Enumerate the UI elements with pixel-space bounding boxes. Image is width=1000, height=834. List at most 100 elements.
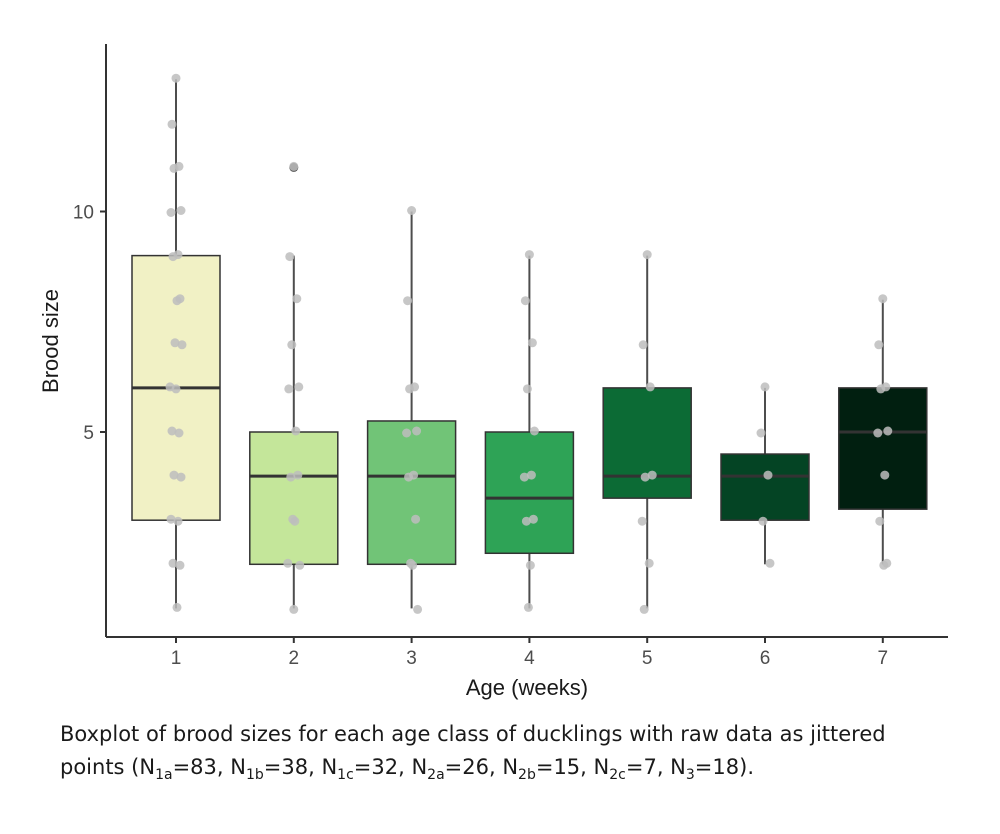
jittered-point xyxy=(166,514,176,524)
sample-size-subscript: 1a xyxy=(155,767,173,784)
jittered-point xyxy=(283,558,293,568)
jittered-point xyxy=(527,338,537,348)
jittered-point xyxy=(168,558,178,568)
sample-size-value: =26 xyxy=(444,755,489,779)
box-iqr xyxy=(720,453,810,521)
sample-size-subscript: 1b xyxy=(245,767,264,784)
sample-size-value: =7 xyxy=(625,755,657,779)
sample-size-value: =32 xyxy=(353,755,399,779)
jittered-point xyxy=(642,250,652,260)
box-group-7 xyxy=(838,299,928,565)
figure-caption: Boxplot of brood sizes for each age clas… xyxy=(60,718,960,792)
box-group-4 xyxy=(484,255,575,609)
jittered-point xyxy=(177,340,187,350)
jittered-point xyxy=(287,340,297,350)
box-iqr xyxy=(484,431,575,555)
jittered-point xyxy=(405,384,415,394)
jittered-point xyxy=(874,340,884,350)
jittered-point xyxy=(169,470,179,480)
x-tick-label: 7 xyxy=(878,648,889,669)
x-tick-label: 3 xyxy=(406,648,417,669)
jittered-point xyxy=(286,472,296,482)
jittered-point xyxy=(875,516,885,526)
jittered-point xyxy=(289,604,299,614)
boxplot-chart: 5 10 1 2 3 4 5 6 7 Age (weeks) Brood size xyxy=(38,44,948,700)
jittered-point xyxy=(295,560,305,570)
x-tick-label: 2 xyxy=(289,648,300,669)
jittered-point xyxy=(525,560,535,570)
jittered-point xyxy=(526,470,536,480)
jittered-point xyxy=(637,516,647,526)
boxes-layer xyxy=(131,79,928,609)
jittered-point xyxy=(763,470,773,480)
jittered-point xyxy=(878,294,888,304)
sample-size-value: =15 xyxy=(535,755,581,779)
sample-size-subscript: 3 xyxy=(685,767,695,784)
jittered-point xyxy=(644,558,654,568)
jittered-point xyxy=(167,426,177,436)
jittered-point xyxy=(173,516,183,526)
jittered-point xyxy=(174,428,184,438)
sample-size-value: =38 xyxy=(263,755,309,779)
sample-size-subscript: 2a xyxy=(427,767,445,784)
jittered-point xyxy=(406,558,416,568)
jittered-point xyxy=(171,384,181,394)
caption-suffix: ). xyxy=(739,755,754,779)
jittered-point xyxy=(876,384,886,394)
box-iqr xyxy=(602,387,692,499)
box-group-5 xyxy=(602,255,692,609)
y-tick-label: 10 xyxy=(73,203,94,224)
jittered-point xyxy=(756,428,766,438)
x-axis-title: Age (weeks) xyxy=(466,675,588,700)
jittered-point xyxy=(523,602,533,612)
x-tick-label: 4 xyxy=(524,648,535,669)
jittered-point xyxy=(640,472,650,482)
jittered-point xyxy=(758,516,768,526)
jittered-point xyxy=(176,472,186,482)
jittered-point xyxy=(639,604,649,614)
jittered-point xyxy=(407,206,417,215)
jittered-point xyxy=(293,470,303,480)
jittered-point xyxy=(172,296,182,306)
jittered-point xyxy=(294,382,304,392)
sample-size-value: =83 xyxy=(172,755,217,779)
jittered-point xyxy=(284,384,294,394)
jittered-point xyxy=(167,119,177,129)
caption-separator: , N xyxy=(398,755,428,779)
jittered-point xyxy=(411,514,421,524)
jittered-point xyxy=(285,252,295,262)
jittered-point xyxy=(403,296,413,306)
jittered-point xyxy=(873,428,883,438)
jittered-point xyxy=(760,382,770,392)
jittered-point xyxy=(413,604,423,614)
jittered-point xyxy=(176,206,186,215)
caption-separator: , N xyxy=(488,755,519,779)
jittered-points-layer xyxy=(165,73,893,614)
box-group-3 xyxy=(366,211,457,609)
jittered-point xyxy=(170,338,180,348)
jittered-point xyxy=(879,560,889,570)
jittered-point xyxy=(645,382,655,392)
jittered-point xyxy=(288,514,298,524)
jittered-point xyxy=(168,252,178,262)
caption-separator: , N xyxy=(580,755,610,779)
jittered-point xyxy=(521,516,531,526)
caption-line-1: Boxplot of brood sizes for each age clas… xyxy=(60,722,886,746)
box-iqr xyxy=(838,387,928,510)
jittered-point xyxy=(638,340,648,350)
jittered-point xyxy=(524,250,534,260)
y-axis-title: Brood size xyxy=(38,289,63,393)
axes-layer xyxy=(105,44,948,638)
jittered-point xyxy=(291,426,301,436)
jittered-point xyxy=(292,294,302,304)
jittered-point xyxy=(529,426,539,436)
jittered-point xyxy=(404,472,414,482)
jittered-point xyxy=(289,161,299,171)
jittered-point xyxy=(175,560,185,570)
jittered-point xyxy=(883,426,893,436)
caption-prefix: points (N xyxy=(60,755,156,779)
box-iqr xyxy=(366,420,457,566)
jittered-point xyxy=(402,428,412,438)
jittered-point xyxy=(172,602,182,612)
caption-separator: , N xyxy=(308,755,338,779)
